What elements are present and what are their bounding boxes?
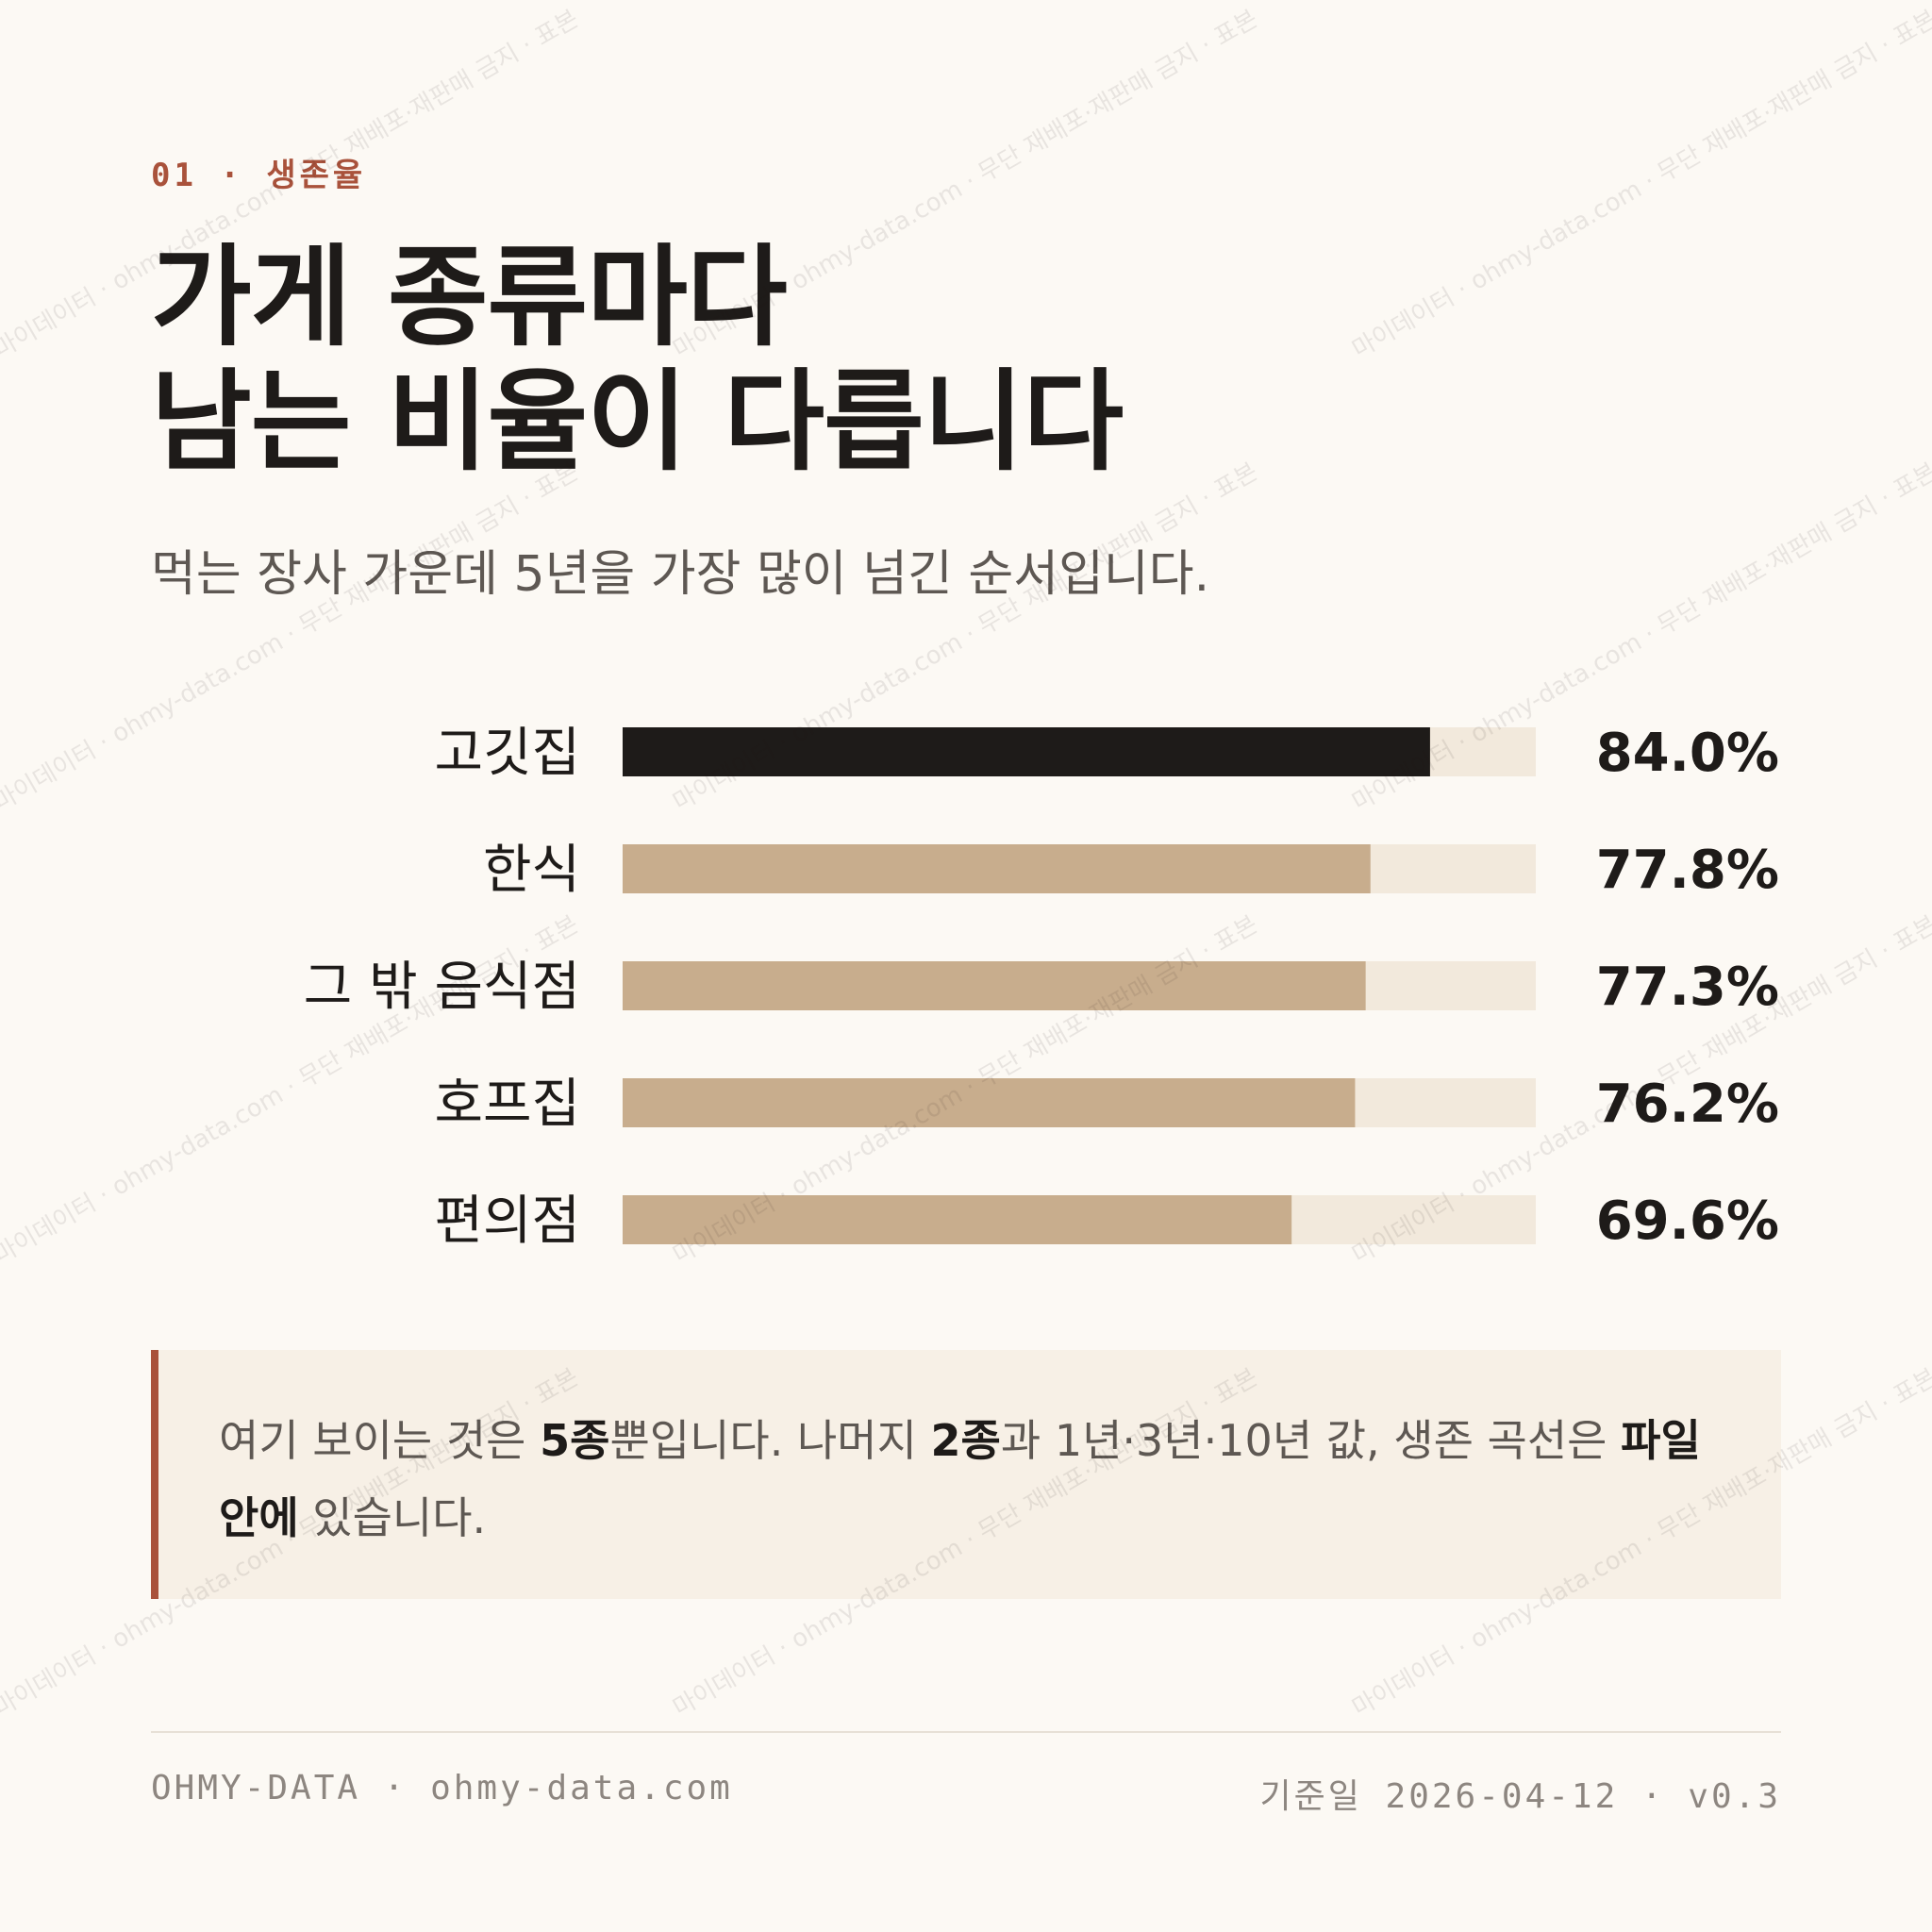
bar <box>623 1078 1356 1127</box>
value-label: 69.6% <box>1596 1191 1779 1252</box>
value-label: 77.3% <box>1596 957 1779 1018</box>
footer-date-label: 기준일 <box>1259 1777 1386 1816</box>
page-title: 가게 종류마다 남는 비율이 다릅니다 <box>151 234 1124 486</box>
note-text-2: 뿐입니다. 나머지 <box>609 1415 931 1466</box>
footer-date: 기준일 2026-04-12 · v0.3 <box>1259 1769 1781 1818</box>
page-subtitle: 먹는 장사 가운데 5년을 가장 많이 넘긴 순서입니다. <box>151 546 1210 603</box>
value-label: 77.8% <box>1596 840 1779 901</box>
title-line-2: 남는 비율이 다릅니다 <box>151 358 1124 486</box>
category-label: 고깃집 <box>434 723 580 784</box>
note-text-3: 과 1년·3년·10년 값, 생존 곡선은 <box>1000 1415 1622 1466</box>
bar <box>623 1195 1292 1244</box>
category-label: 한식 <box>483 840 580 901</box>
survival-bar-chart: 고깃집 84.0% 한식 77.8% 그 밖 음식점 77.3% 호프집 76.2% 편의점 69… <box>304 723 1779 1252</box>
note-text-4: 있습니다. <box>298 1492 487 1543</box>
category-label: 그 밖 음식점 <box>304 957 580 1018</box>
note-bold-3: 파일 안에 <box>219 1415 1701 1543</box>
category-label: 편의점 <box>434 1191 580 1252</box>
note-bold-2: 2종 <box>930 1415 1001 1466</box>
note-text-1: 여기 보이는 것은 <box>219 1415 541 1466</box>
value-label: 76.2% <box>1596 1074 1779 1135</box>
bar <box>623 727 1430 776</box>
note-bold-1: 5종 <box>540 1415 610 1466</box>
info-note: 여기 보이는 것은 5종뿐입니다. 나머지 2종과 1년·3년·10년 값, 생… <box>151 1350 1781 1599</box>
value-label: 84.0% <box>1596 723 1779 784</box>
bar <box>623 961 1366 1010</box>
category-label: 호프집 <box>434 1074 580 1135</box>
footer-date-value: 2026-04-12 · v0.3 <box>1385 1777 1781 1816</box>
title-line-1: 가게 종류마다 <box>151 234 788 361</box>
section-eyebrow: 01 · 생존율 <box>151 157 367 194</box>
footer-divider <box>151 1731 1781 1733</box>
bar <box>623 844 1371 893</box>
footer-brand: OHMY-DATA · ohmy-data.com <box>151 1769 733 1807</box>
